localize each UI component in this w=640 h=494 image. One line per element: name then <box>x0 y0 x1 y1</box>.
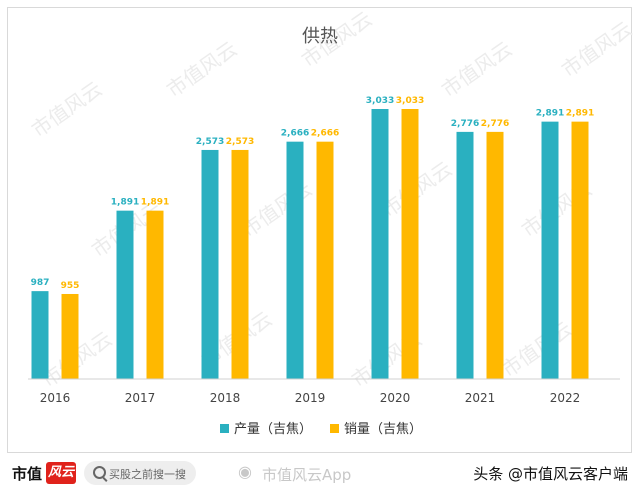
chart: 市值风云市值风云市值风云市值风云市值风云市值风云市值风云市值风云市值风云市值风云… <box>27 8 633 437</box>
chart-card: 市值风云市值风云市值风云市值风云市值风云市值风云市值风云市值风云市值风云市值风云… <box>7 7 633 453</box>
x-tick-label: 2017 <box>125 391 156 405</box>
data-label: 2,891 <box>536 109 564 119</box>
watermark-text: 市值风云 <box>437 37 516 103</box>
bar-sales <box>401 109 419 379</box>
data-label: 2,776 <box>481 119 509 129</box>
data-label: 2,666 <box>281 129 309 139</box>
bar-output <box>371 109 389 379</box>
bar-sales <box>316 141 334 379</box>
bars-layer: 987 955 1,891 1,891 2,573 2,573 2,666 2,666 3,03… <box>31 96 594 379</box>
weibo-icon: ◉ <box>238 462 252 481</box>
bar-sales <box>571 121 589 379</box>
data-label: 2,891 <box>566 109 594 119</box>
watermark-text: 市值风云 <box>497 317 576 383</box>
data-label: 3,033 <box>366 96 394 106</box>
legend-label-output: 产量（吉焦） <box>234 422 312 437</box>
data-label: 987 <box>31 278 50 288</box>
footer-bar: 市值 风云 买股之前搜一搜 ◉ 市值风云App 头条 @市值风云客户端 <box>0 453 640 494</box>
x-tick-label: 2019 <box>295 391 326 405</box>
data-label: 2,666 <box>311 129 339 139</box>
bar-sales <box>231 149 249 379</box>
bar-output <box>541 121 559 379</box>
legend: 产量（吉焦） 销量（吉焦） <box>220 422 422 437</box>
bar-output <box>456 131 474 379</box>
bar-output <box>201 149 219 379</box>
watermark-text: 市值风云 <box>557 17 633 83</box>
bar-sales <box>146 210 164 379</box>
legend-swatch-output <box>220 424 229 433</box>
watermark-text: 市值风云 <box>162 37 241 103</box>
data-label: 2,573 <box>226 137 254 147</box>
watermark-text: 市值风云 <box>237 177 316 243</box>
search-icon <box>93 466 106 479</box>
x-tick-label: 2021 <box>465 391 496 405</box>
legend-swatch-sales <box>330 424 339 433</box>
x-tick-label: 2016 <box>40 391 71 405</box>
data-label: 1,891 <box>141 198 169 208</box>
x-tick-label: 2022 <box>550 391 581 405</box>
data-label: 2,776 <box>451 119 479 129</box>
brand-name: 市值 <box>12 465 43 483</box>
search-placeholder: 买股之前搜一搜 <box>109 468 186 481</box>
data-label: 955 <box>61 281 80 291</box>
x-tick-label: 2018 <box>210 391 241 405</box>
bar-output <box>286 141 304 379</box>
legend-label-sales: 销量（吉焦） <box>344 422 422 437</box>
x-tick-label: 2020 <box>380 391 411 405</box>
bar-sales <box>61 293 79 379</box>
brand-logo: 风云 <box>46 462 76 484</box>
search-box[interactable]: 买股之前搜一搜 <box>84 461 196 485</box>
chart-title: 供热 <box>302 26 338 47</box>
bar-sales <box>486 131 504 379</box>
data-label: 1,891 <box>111 198 139 208</box>
x-tick-labels: 2016 2017 2018 2019 2020 2021 2022 <box>40 391 581 405</box>
bar-output <box>31 291 49 379</box>
watermark-text: 市值风云 <box>27 77 106 143</box>
data-label: 2,573 <box>196 137 224 147</box>
weibo-watermark: 市值风云App <box>262 466 352 484</box>
source-credit: 头条 @市值风云客户端 <box>473 465 628 483</box>
bar-output <box>116 210 134 379</box>
data-label: 3,033 <box>396 96 424 106</box>
